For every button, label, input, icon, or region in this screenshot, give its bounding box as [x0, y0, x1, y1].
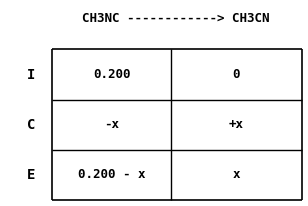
Text: E: E — [26, 168, 35, 182]
Text: CH3NC ------------> CH3CN: CH3NC ------------> CH3CN — [82, 12, 269, 25]
Text: I: I — [26, 68, 35, 82]
Text: +x: +x — [229, 118, 244, 131]
Text: 0: 0 — [233, 68, 240, 81]
Text: C: C — [26, 118, 35, 132]
Text: -x: -x — [104, 118, 119, 131]
Text: x: x — [233, 168, 240, 181]
Text: 0.200 - x: 0.200 - x — [78, 168, 145, 181]
Text: 0.200: 0.200 — [93, 68, 130, 81]
